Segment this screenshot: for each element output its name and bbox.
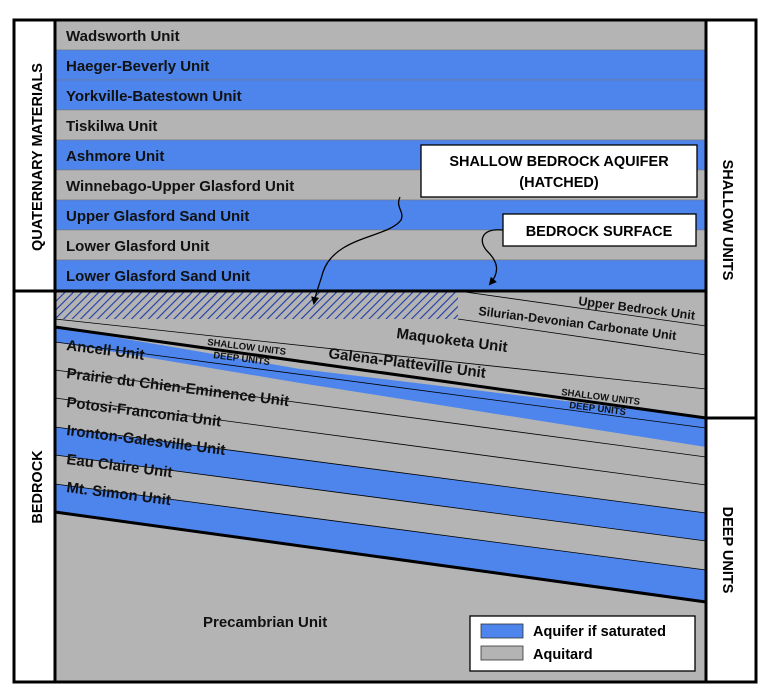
quaternary-unit-label: Yorkville-Batestown Unit [66, 88, 242, 105]
mt-simon-aquifer-band [55, 484, 706, 602]
quaternary-unit-label: Lower Glasford Unit [66, 238, 209, 255]
legend-aquifer-swatch [480, 623, 524, 639]
eau-claire-top-line [54, 426, 707, 514]
ironton-top-line [54, 397, 707, 486]
legend-aquifer-label: Aquifer if saturated [533, 624, 666, 640]
shallow-deep-boundary [54, 325, 707, 420]
quaternary-unit-label: Haeger-Beverly Unit [66, 58, 209, 75]
quaternary-unit-label: Tiskilwa Unit [66, 118, 157, 135]
bedrock-side-box [12, 289, 57, 684]
quaternary-unit-label: Upper Glasford Sand Unit [66, 208, 249, 225]
ancell-aquifer-band [55, 327, 300, 383]
surface-callout-arrow [481, 229, 504, 286]
prairie-top-line [54, 341, 707, 429]
quaternary-unit-label: Ashmore Unit [66, 148, 164, 165]
surface-callout-text: BEDROCK SURFACE [526, 224, 673, 240]
shallow-side-label: SHALLOW UNITS [719, 160, 735, 281]
deep-side-box [704, 416, 758, 684]
main-frame [53, 18, 708, 684]
aquifer-callout-line2: (HATCHED) [519, 175, 599, 191]
quaternary-unit-label: Lower Glasford Sand Unit [66, 268, 250, 285]
quaternary-unit-label: Wadsworth Unit [66, 28, 180, 45]
bedrock-unit-lines [54, 290, 707, 571]
ironton-aquifer-band [55, 427, 706, 541]
aquifer-callout-box [420, 144, 698, 198]
quaternary-band [54, 49, 707, 81]
galena-aquifer-band [300, 369, 706, 447]
maquoketa-top-line [457, 318, 707, 356]
shallow-bedrock-aquifer-hatch [55, 291, 458, 319]
aquifer-callout-line1: SHALLOW BEDROCK AQUIFER [449, 154, 669, 170]
quaternary-band [54, 109, 707, 141]
bedrock-side-label: BEDROCK [30, 450, 46, 524]
galena-top-line [54, 318, 707, 390]
legend-aquitard-label: Aquitard [533, 647, 593, 663]
potosi-top-line [54, 369, 707, 458]
major-boundaries [14, 289, 707, 604]
quaternary-unit-label: Winnebago-Upper Glasford Unit [66, 178, 294, 195]
precambrian-label: Precambrian Unit [203, 614, 327, 631]
precambrian-surface-line [54, 510, 707, 604]
quaternary-side-label: QUATERNARY MATERIALS [30, 63, 46, 251]
deep-side-label: DEEP UNITS [719, 507, 735, 594]
mt-simon-top-line [54, 483, 707, 571]
quaternary-unit-labels: Wadsworth Unit Haeger-Beverly Unit Yorkvil… [66, 28, 294, 285]
aquifer-callout-arrow [311, 196, 403, 305]
legend-aquitard-swatch [480, 645, 524, 661]
surface-callout-box [502, 213, 697, 247]
bedrock-aquifer-bands [55, 291, 706, 602]
eau-claire-bottom-line [54, 454, 707, 542]
upper-bedrock-line [457, 290, 707, 327]
quaternary-band [54, 19, 707, 51]
quaternary-band [54, 79, 707, 111]
